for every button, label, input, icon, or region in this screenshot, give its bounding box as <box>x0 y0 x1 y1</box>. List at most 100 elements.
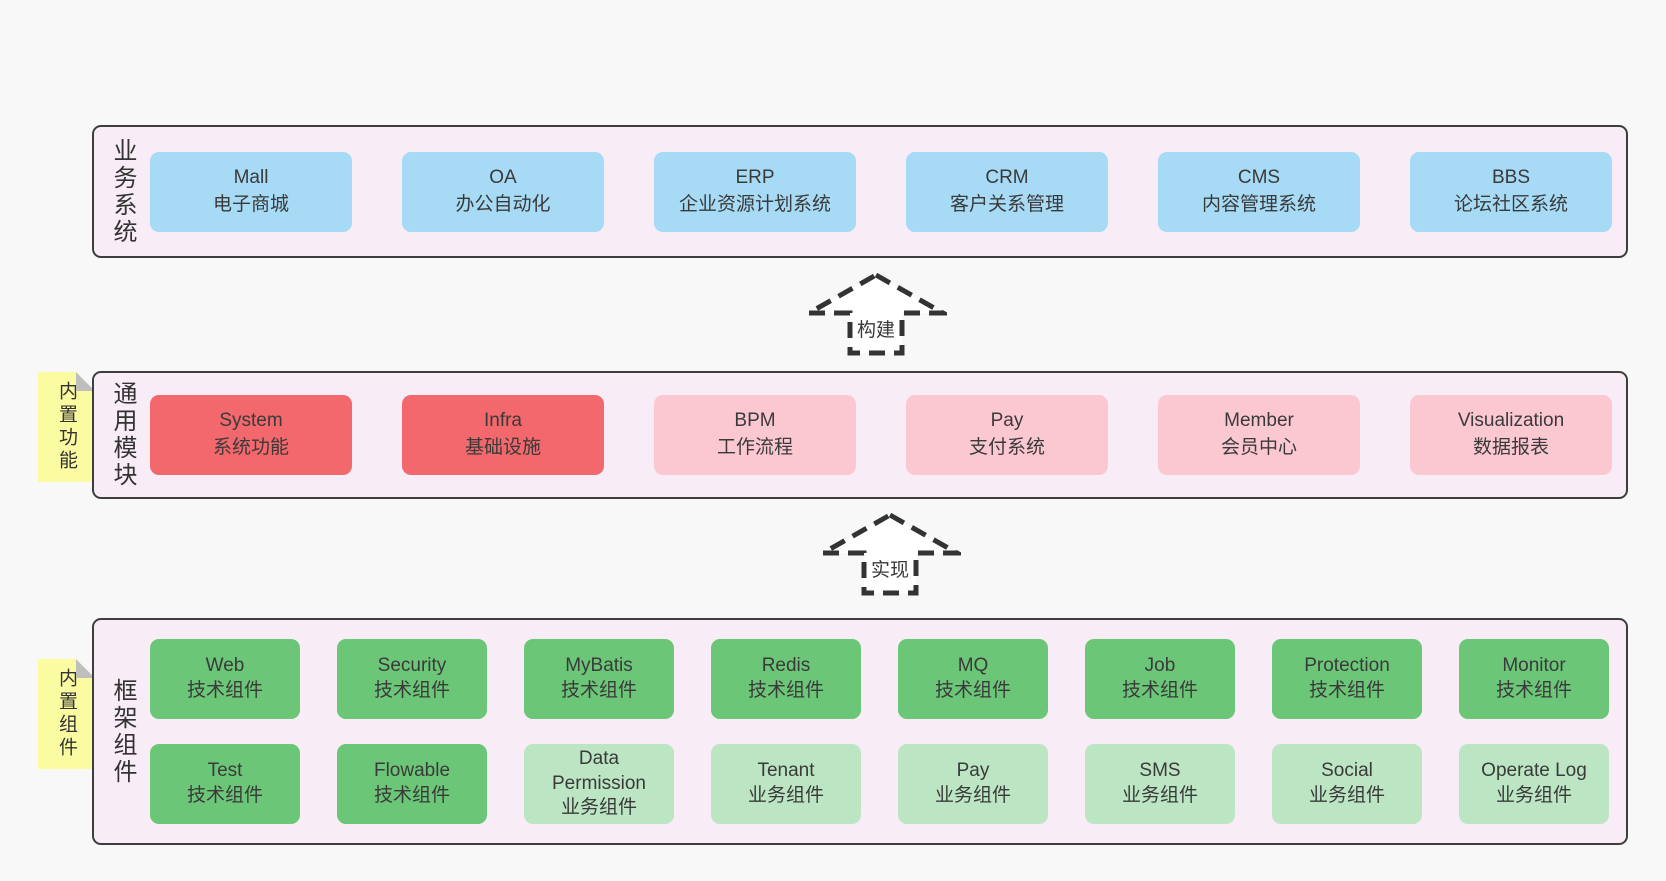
framework-components-label: 框架组件 <box>109 677 136 786</box>
box-subtitle: 支付系统 <box>968 437 1045 458</box>
implement-arrow: 实现 <box>819 511 961 597</box>
box-bbs: BBS 论坛社区系统 <box>1410 151 1612 232</box>
box-subtitle: 技术组件 <box>1121 680 1198 701</box>
build-arrow-label: 构建 <box>855 315 897 342</box>
component-redis: Redis 技术组件 <box>711 639 861 719</box>
sticky-note-builtin-components: 内置组件 <box>38 659 95 769</box>
component-mq: MQ 技术组件 <box>898 639 1048 719</box>
box-title: CMS <box>1237 166 1281 188</box>
business-systems-label: 业务系统 <box>109 137 136 246</box>
box-title: Social <box>1321 760 1373 782</box>
box-mall: Mall 电子商城 <box>150 151 352 232</box>
box-title: Member <box>1224 410 1294 432</box>
component-mybatis: MyBatis 技术组件 <box>524 639 674 719</box>
box-subtitle: 技术组件 <box>373 680 450 701</box>
box-member: Member 会员中心 <box>1158 395 1360 475</box>
common-modules-boxes: System 系统功能 Infra 基础设施 BPM 工作流程 Pay 支付系统… <box>150 373 1626 497</box>
component-monitor: Monitor 技术组件 <box>1459 639 1609 719</box>
box-crm: CRM 客户关系管理 <box>906 151 1108 232</box>
box-subtitle: 数据报表 <box>1472 437 1549 458</box>
box-title: Pay <box>956 760 990 782</box>
framework-components-panel: 框架组件 Web 技术组件 Security 技术组件 MyBatis 技术组件… <box>92 618 1628 845</box>
box-subtitle: 办公自动化 <box>455 193 551 215</box>
box-cms: CMS 内容管理系统 <box>1158 151 1360 232</box>
box-subtitle: 业务组件 <box>934 785 1011 806</box>
box-subtitle: 工作流程 <box>716 437 793 458</box>
box-oa: OA 办公自动化 <box>402 151 604 232</box>
box-title: Test <box>207 760 243 782</box>
box-subtitle: 内容管理系统 <box>1201 193 1316 215</box>
component-flowable: Flowable 技术组件 <box>337 744 487 824</box>
component-job: Job 技术组件 <box>1085 639 1235 719</box>
box-title: System <box>219 410 283 432</box>
build-arrow: 构建 <box>805 271 947 357</box>
components-row-2: Test 技术组件 Flowable 技术组件 Data Permission … <box>150 744 1626 824</box>
common-modules-panel: 通用模块 System 系统功能 Infra 基础设施 BPM 工作流程 Pay… <box>92 371 1628 499</box>
business-systems-boxes: Mall 电子商城 OA 办公自动化 ERP 企业资源计划系统 CRM 客户关系… <box>150 127 1626 256</box>
box-title: MQ <box>957 655 989 677</box>
box-title: Data Permission <box>552 747 646 794</box>
box-infra: Infra 基础设施 <box>402 395 604 475</box>
box-title: Redis <box>761 655 811 677</box>
box-subtitle: 电子商城 <box>212 193 289 215</box>
box-subtitle: 业务组件 <box>1495 785 1572 806</box>
box-subtitle: 技术组件 <box>934 680 1011 701</box>
box-title: BPM <box>734 410 776 432</box>
box-title: Operate Log <box>1481 760 1587 782</box>
component-social: Social 业务组件 <box>1272 744 1422 824</box>
panel-label-column: 业务系统 <box>94 127 150 256</box>
box-system: System 系统功能 <box>150 395 352 475</box>
box-title: BBS <box>1491 166 1531 188</box>
component-operate-log: Operate Log 业务组件 <box>1459 744 1609 824</box>
box-subtitle: 技术组件 <box>560 680 637 701</box>
sticky-note-builtin-features: 内置功能 <box>38 372 95 482</box>
component-test: Test 技术组件 <box>150 744 300 824</box>
dashed-up-arrow-icon <box>805 272 947 356</box>
panel-label-column: 通用模块 <box>94 373 150 497</box>
box-subtitle: 技术组件 <box>186 680 263 701</box>
component-tenant: Tenant 业务组件 <box>711 744 861 824</box>
box-title: CRM <box>985 166 1029 188</box>
box-title: Protection <box>1304 655 1390 677</box>
box-subtitle: 基础设施 <box>464 437 541 458</box>
box-subtitle: 系统功能 <box>212 437 289 458</box>
box-title: Mall <box>233 166 269 188</box>
panel-label-column: 框架组件 <box>94 620 150 843</box>
component-pay: Pay 业务组件 <box>898 744 1048 824</box>
box-erp: ERP 企业资源计划系统 <box>654 151 856 232</box>
component-protection: Protection 技术组件 <box>1272 639 1422 719</box>
framework-components-grid: Web 技术组件 Security 技术组件 MyBatis 技术组件 Redi… <box>150 620 1626 843</box>
box-bpm: BPM 工作流程 <box>654 395 856 475</box>
box-title: Flowable <box>373 760 451 782</box>
sticky-note-label: 内置组件 <box>56 668 77 760</box>
box-title: Visualization <box>1457 410 1565 432</box>
box-title: Web <box>205 655 245 677</box>
box-title: Pay <box>990 410 1024 432</box>
box-title: ERP <box>735 166 775 188</box>
box-subtitle: 客户关系管理 <box>949 193 1064 215</box>
business-systems-panel: 业务系统 Mall 电子商城 OA 办公自动化 ERP 企业资源计划系统 CRM… <box>92 125 1628 258</box>
implement-arrow-label: 实现 <box>869 555 911 582</box>
common-modules-label: 通用模块 <box>109 381 136 489</box>
box-title: SMS <box>1139 760 1181 782</box>
box-subtitle: 技术组件 <box>373 785 450 806</box>
box-subtitle: 技术组件 <box>1495 680 1572 701</box>
box-subtitle: 会员中心 <box>1220 437 1297 458</box>
box-title: Infra <box>483 410 523 432</box>
box-subtitle: 业务组件 <box>560 797 637 819</box>
box-title: Tenant <box>757 760 815 782</box>
box-title: OA <box>489 166 517 188</box>
component-security: Security 技术组件 <box>337 639 487 719</box>
component-web: Web 技术组件 <box>150 639 300 719</box>
box-visualization: Visualization 数据报表 <box>1410 395 1612 475</box>
box-title: Job <box>1144 655 1176 677</box>
box-subtitle: 业务组件 <box>747 785 824 806</box>
dashed-up-arrow-icon <box>819 512 961 596</box>
box-subtitle: 论坛社区系统 <box>1453 193 1568 215</box>
box-title: MyBatis <box>565 655 633 677</box>
box-subtitle: 技术组件 <box>186 785 263 806</box>
component-sms: SMS 业务组件 <box>1085 744 1235 824</box>
box-title: Security <box>377 655 447 677</box>
box-subtitle: 业务组件 <box>1121 785 1198 806</box>
